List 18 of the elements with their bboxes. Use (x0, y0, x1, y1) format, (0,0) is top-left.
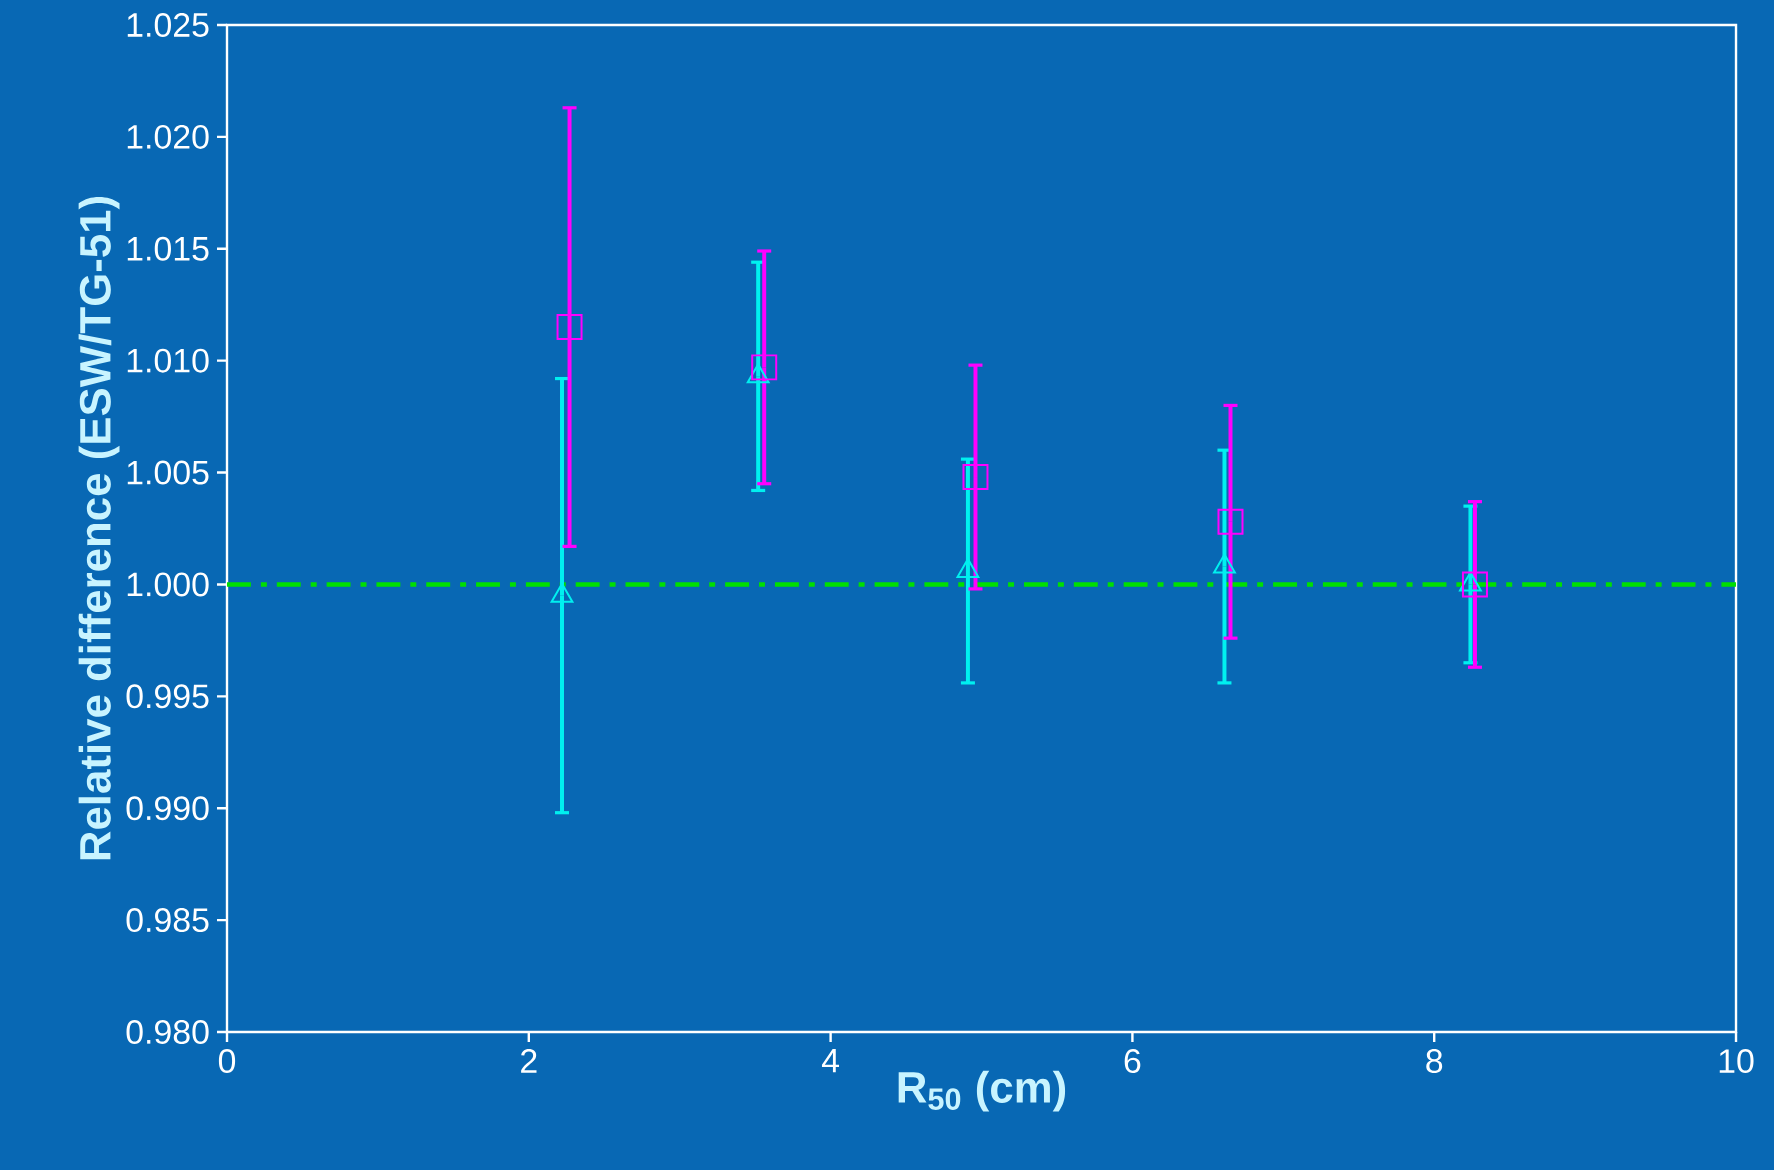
x-tick-label: 4 (821, 1049, 840, 1073)
y-tick-label: 1.025 (127, 13, 209, 37)
y-tick-label: 1.010 (127, 348, 209, 373)
x-tick-label: 0 (218, 1049, 236, 1074)
y-tick-label: 0.990 (126, 796, 209, 821)
y-axis-title: Relative difference (ESW/TG-51) (78, 197, 120, 860)
y-tick-label: 0.980 (126, 1020, 209, 1044)
y-tick-label: 1.005 (127, 460, 209, 485)
y-tick-label: 1.015 (127, 236, 209, 261)
x-tick-label: 10 (1719, 1049, 1754, 1074)
x-axis-title: R$_{50}$ (cm) (898, 1070, 1066, 1112)
y-tick-label: 1.020 (127, 124, 209, 149)
x-tick-label: 6 (1124, 1049, 1141, 1074)
x-tick-label: 2 (521, 1049, 537, 1073)
y-tick-label: 1.000 (127, 572, 209, 597)
y-tick-label: 0.995 (126, 684, 209, 709)
x-tick-label: 8 (1426, 1049, 1443, 1074)
y-tick-label: 0.985 (126, 908, 209, 933)
